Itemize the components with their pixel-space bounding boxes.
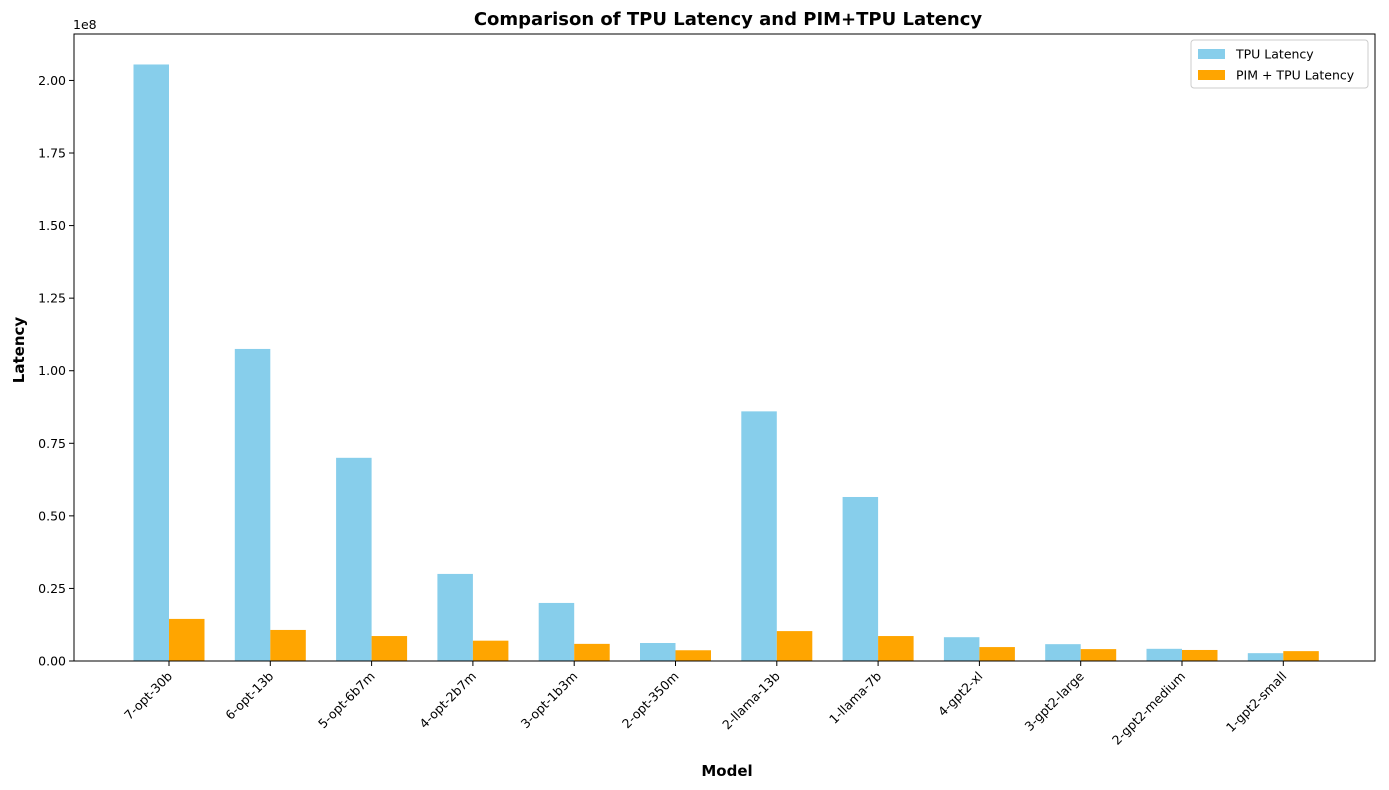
- x-axis-label: Model: [701, 762, 752, 780]
- plot-frame: [73, 33, 1376, 662]
- y-offset-text: 1e8: [73, 17, 97, 32]
- x-tick-label: 3-gpt2-large: [1022, 668, 1088, 734]
- x-tick-label: 1-llama-7b: [826, 668, 884, 726]
- pim-tpu-latency-bar-3-gpt2-large: [1080, 649, 1117, 661]
- pim-tpu-latency-bar-6-opt-13b: [270, 629, 306, 661]
- tpu-latency-bar-1-llama-7b: [842, 496, 879, 661]
- x-tick-label: 2-gpt2-medium: [1109, 669, 1188, 748]
- pim-tpu-latency-bar-2-llama-13b: [776, 631, 813, 661]
- tpu-latency-bar-2-opt-350m: [640, 643, 676, 661]
- y-tick-label: 1.00: [38, 363, 66, 378]
- y-tick-label: 0.50: [38, 508, 66, 523]
- tpu-latency-bar-2-llama-13b: [741, 411, 777, 661]
- pim-tpu-latency-bar-2-opt-350m: [675, 650, 711, 661]
- y-axis-label: Latency: [10, 317, 28, 384]
- y-tick-label: 1.25: [38, 291, 66, 306]
- y-tick-label: 0.75: [38, 436, 66, 451]
- legend-swatch: [1198, 70, 1225, 80]
- y-tick-label: 1.75: [38, 146, 66, 161]
- tpu-latency-bar-7-opt-30b: [133, 64, 169, 662]
- pim-tpu-latency-bar-7-opt-30b: [169, 618, 205, 661]
- legend-box: [1190, 39, 1369, 89]
- legend-label: PIM + TPU Latency: [1236, 68, 1355, 83]
- y-tick-label: 0.00: [38, 654, 66, 669]
- y-tick-label: 0.25: [38, 581, 66, 596]
- x-tick-label: 2-llama-13b: [719, 668, 783, 732]
- pim-tpu-latency-bar-4-gpt2-xl: [979, 647, 1015, 661]
- legend-swatch: [1198, 49, 1225, 59]
- tpu-latency-bar-1-gpt2-small: [1247, 653, 1284, 661]
- pim-tpu-latency-bar-5-opt-6b7m: [371, 636, 408, 661]
- tpu-latency-bar-2-gpt2-medium: [1146, 648, 1182, 661]
- x-tick-label: 4-opt-2b7m: [416, 669, 479, 732]
- y-axis-ticks: 0.00 0.25 0.50 0.75 1.00 1.25 1.50 1.75 2.00: [38, 73, 74, 669]
- pim-tpu-latency-bar-3-opt-1b3m: [574, 643, 610, 661]
- y-tick-label: 2.00: [38, 73, 66, 88]
- x-tick-label: 2-opt-350m: [619, 669, 682, 732]
- x-tick-label: 6-opt-13b: [222, 668, 276, 722]
- x-tick-label: 5-opt-6b7m: [315, 669, 378, 732]
- legend-label: TPU Latency: [1235, 47, 1314, 62]
- tpu-latency-bar-4-gpt2-xl: [943, 637, 980, 661]
- pim-tpu-latency-bar-2-gpt2-medium: [1182, 649, 1218, 661]
- bars-layer: [133, 64, 1319, 662]
- pim-tpu-latency-bar-4-opt-2b7m: [472, 640, 509, 661]
- tpu-latency-bar-3-gpt2-large: [1045, 644, 1081, 661]
- pim-tpu-latency-bar-1-gpt2-small: [1283, 651, 1319, 661]
- x-tick-label: 7-opt-30b: [121, 668, 175, 722]
- tpu-latency-bar-5-opt-6b7m: [336, 457, 372, 661]
- y-tick-label: 1.50: [38, 218, 66, 233]
- x-axis-ticks: 7-opt-30b 6-opt-13b 5-opt-6b7m 4-opt-2b7m 3-…: [121, 661, 1289, 748]
- pim-tpu-latency-bar-1-llama-7b: [878, 636, 914, 661]
- legend: TPU Latency PIM + TPU Latency: [1190, 39, 1369, 89]
- x-tick-label: 4-gpt2-xl: [935, 669, 986, 720]
- tpu-latency-bar-6-opt-13b: [234, 348, 271, 661]
- x-tick-label: 1-gpt2-small: [1223, 669, 1289, 735]
- tpu-latency-bar-4-opt-2b7m: [437, 573, 473, 661]
- chart-title: Comparison of TPU Latency and PIM+TPU La…: [474, 9, 983, 30]
- tpu-latency-bar-3-opt-1b3m: [538, 602, 575, 661]
- x-tick-label: 3-opt-1b3m: [518, 669, 581, 732]
